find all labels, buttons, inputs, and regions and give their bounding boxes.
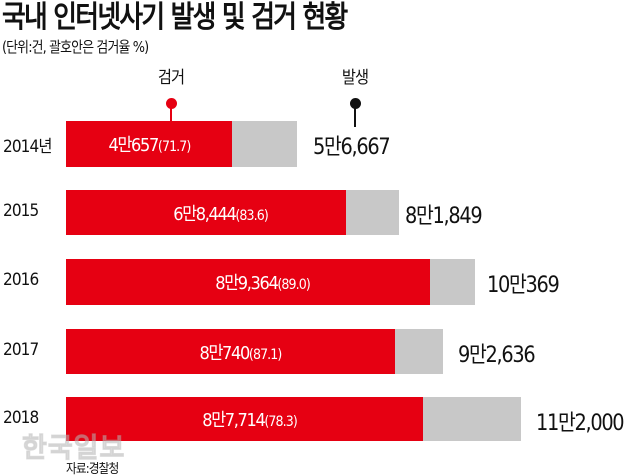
bar-arrest-2017: 8만740(87.1)	[66, 329, 395, 374]
bar-arrest-2014: 4만657(71.7)	[66, 121, 232, 167]
arrest-rate-2015: (83.6)	[235, 207, 269, 224]
arrest-count-2017: 8만740	[199, 342, 251, 364]
occurrence-value-2015: 8만1,849	[405, 204, 483, 229]
arrest-rate-2017: (87.1)	[248, 346, 282, 363]
bar-arrest-2018: 8만7,714(78.3)	[66, 397, 423, 441]
occurrence-value-2018: 11만2,000	[536, 411, 625, 436]
source-note: 자료:경찰청	[66, 462, 119, 476]
occurrence-value-2014: 5만6,667	[313, 135, 391, 160]
legend-arrest-label: 검거	[157, 68, 185, 88]
legend-occurrence-label: 발생	[341, 68, 369, 88]
arrest-count-2016: 8만9,364	[215, 273, 279, 294]
legend-arrest-marker-icon	[165, 98, 177, 109]
year-label-2016: 2016	[3, 270, 39, 290]
chart-subtitle: (단위:건, 괄호안은 검거율 %)	[2, 38, 149, 56]
legend-occurrence-marker-icon	[349, 98, 361, 109]
occurrence-value-2016: 10만369	[487, 273, 560, 298]
year-label-2018: 2018	[3, 408, 39, 428]
arrest-rate-2014: (71.7)	[157, 139, 190, 155]
arrest-count-2015: 6만8,444	[173, 203, 237, 225]
arrest-rate-2016: (89.0)	[277, 277, 311, 293]
publisher-watermark: 한국일보	[21, 433, 126, 465]
arrest-count-2014: 4만657	[108, 135, 159, 156]
legend-occurrence-line	[354, 106, 356, 127]
bar-arrest-2016: 8만9,364(89.0)	[66, 259, 430, 305]
occurrence-value-2017: 9만2,636	[458, 343, 536, 368]
year-label-2015: 2015	[3, 201, 39, 221]
bar-arrest-2015: 6만8,444(83.6)	[66, 190, 346, 235]
chart-title: 국내 인터넷사기 발생 및 검거 현황	[2, 0, 348, 35]
year-label-2017: 2017	[3, 340, 39, 360]
arrest-count-2018: 8만7,714	[202, 410, 265, 431]
arrest-rate-2018: (78.3)	[264, 414, 297, 430]
legend-arrest-line	[170, 106, 172, 121]
year-label-2014: 2014년	[3, 137, 52, 157]
